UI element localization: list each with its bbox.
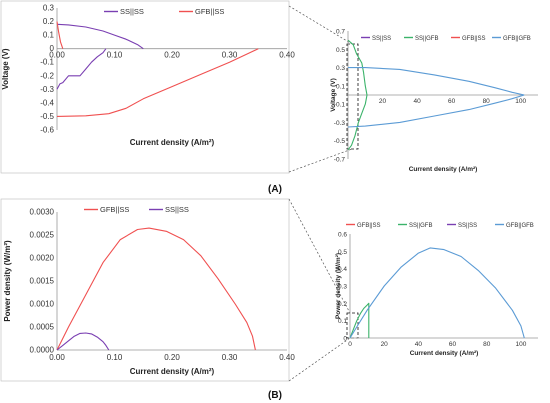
chart-a1: 0.30.20.10-0.1-0.2-0.3-0.4-0.5-0.60.00 0.…	[1, 4, 295, 148]
x-tick-label: 0.20	[164, 51, 180, 60]
x-tick-label: 80	[483, 341, 491, 348]
panel-label-a: (A)	[268, 184, 282, 195]
y-tick-label: 0.3	[338, 284, 347, 291]
y-axis-label: Power density (W/m²)	[335, 253, 342, 319]
legend-label: SS||SS	[120, 7, 144, 16]
x-axis-label: Current density (A/m²)	[410, 350, 479, 357]
legend-label: SS||SS	[372, 36, 391, 42]
legend-label: SS||SS	[458, 223, 477, 229]
y-tick-label: -0.5	[40, 112, 54, 121]
x-tick-label: 60	[448, 98, 456, 105]
legend-label: SS||GFB	[415, 36, 438, 42]
legend-label: SS||SS	[165, 205, 189, 214]
x-tick-label: 0.40	[279, 51, 295, 60]
y-tick-label: 0.0005	[30, 323, 55, 332]
chart-b1-frame	[0, 198, 290, 382]
x-tick-label: 20	[381, 341, 389, 348]
y-tick-label: 0.1	[336, 83, 345, 90]
y-tick-label: 0.1	[43, 31, 55, 40]
x-tick-label: 20	[379, 98, 387, 105]
x-tick-label: 40	[415, 341, 423, 348]
x-tick-label: 0.00	[49, 51, 65, 60]
y-tick-label: 0.0000	[30, 346, 55, 355]
legend-label: GFB||GFB	[506, 223, 534, 229]
y-tick-label: 0.7	[336, 29, 345, 36]
x-tick-label: 0.00	[49, 353, 65, 362]
y-tick-label: -0.7	[334, 157, 346, 164]
x-axis-label: Current density (A/m²)	[409, 166, 478, 173]
y-tick-label: 0.4	[338, 266, 347, 273]
y-tick-label: 0.3	[43, 4, 55, 13]
y-tick-label: 0	[50, 44, 55, 53]
x-tick-label: 0.10	[107, 353, 123, 362]
x-tick-label: 0	[348, 341, 352, 348]
connector-line	[288, 198, 351, 314]
y-tick-label: -0.3	[334, 120, 346, 127]
y-tick-label: -0.2	[40, 71, 54, 80]
y-tick-label: 0.0015	[30, 277, 55, 286]
y-tick-label: 0.5	[336, 47, 345, 54]
series-line	[56, 23, 144, 50]
legend-label: GFB||SS	[100, 205, 129, 214]
chart-b1: 0.0030 0.0025 0.0020 0.0015 0.0010 0.0005 0.00…	[3, 205, 295, 376]
y-tick-label: 0.2	[43, 17, 55, 26]
y-tick-label: -0.1	[40, 58, 54, 67]
y-tick-label: -0.3	[40, 85, 54, 94]
x-tick-label: 100	[515, 341, 526, 348]
x-tick-label: 0.30	[222, 353, 238, 362]
series-line	[56, 332, 110, 351]
x-tick-label: 60	[449, 341, 457, 348]
x-tick-label: 0.10	[107, 51, 123, 60]
series-line	[56, 21, 64, 49]
x-tick-label: 0.40	[279, 353, 295, 362]
legend-label: GFB||SS	[462, 36, 485, 42]
y-tick-label: 0.3	[336, 65, 345, 72]
y-tick-label: 0.0030	[30, 208, 55, 217]
legend-label: SS||GFB	[409, 223, 432, 229]
connector-line	[288, 148, 353, 173]
chart-a1-frame	[0, 0, 290, 174]
x-tick-label: 0.20	[164, 353, 180, 362]
series-line	[349, 302, 370, 339]
connector-line	[288, 337, 351, 382]
x-tick-label: 40	[413, 98, 421, 105]
y-tick-label: 0.0025	[30, 231, 55, 240]
zoom-box-a	[346, 43, 359, 150]
connector-line	[288, 5, 353, 45]
legend-label: GFB||GFB	[503, 36, 531, 42]
legend-label: GFB||SS	[195, 7, 224, 16]
x-tick-label: 100	[515, 98, 526, 105]
y-tick-label: 0.0010	[30, 300, 55, 309]
series-line	[349, 247, 525, 339]
series-line	[348, 67, 525, 96]
series-line	[347, 39, 368, 151]
y-tick-label: 0.6	[338, 232, 347, 239]
y-tick-label: 0.5	[338, 249, 347, 256]
y-axis-label: Voltage (V)	[330, 78, 337, 111]
x-tick-label: 80	[483, 98, 491, 105]
x-tick-label: 0.30	[222, 51, 238, 60]
y-tick-label: -0.5	[334, 138, 346, 145]
y-axis-label: Power density (W/m²)	[3, 240, 12, 322]
legend-label: GFB||SS	[357, 223, 380, 229]
y-tick-label: -0.1	[334, 102, 346, 109]
y-axis-label: Voltage (V)	[1, 48, 10, 90]
panel-label-b: (B)	[268, 390, 282, 401]
y-tick-label: 0	[343, 336, 347, 343]
series-line	[56, 48, 107, 90]
y-tick-label: 0.0020	[30, 254, 55, 263]
chart-b2: 0.6 0.5 0.4 0.3 0.2 0.1 00 20 40 60 80 100 Current d…	[335, 223, 538, 357]
y-tick-label: -0.6	[40, 126, 54, 135]
series-line	[347, 94, 525, 128]
series-line	[56, 227, 256, 351]
y-tick-label: 0.1	[338, 318, 347, 325]
chart-a2: 0.7 0.5 0.3 0.1 -0.1 -0.3 -0.5 -0.7 20 40 60 80 100 C…	[330, 29, 538, 173]
x-axis-label: Current density (A/m²)	[130, 367, 215, 376]
y-tick-label: -0.4	[40, 98, 54, 107]
series-line	[56, 48, 259, 117]
y-tick-label: 0.2	[338, 301, 347, 308]
x-axis-label: Current density (A/m²)	[130, 138, 215, 147]
